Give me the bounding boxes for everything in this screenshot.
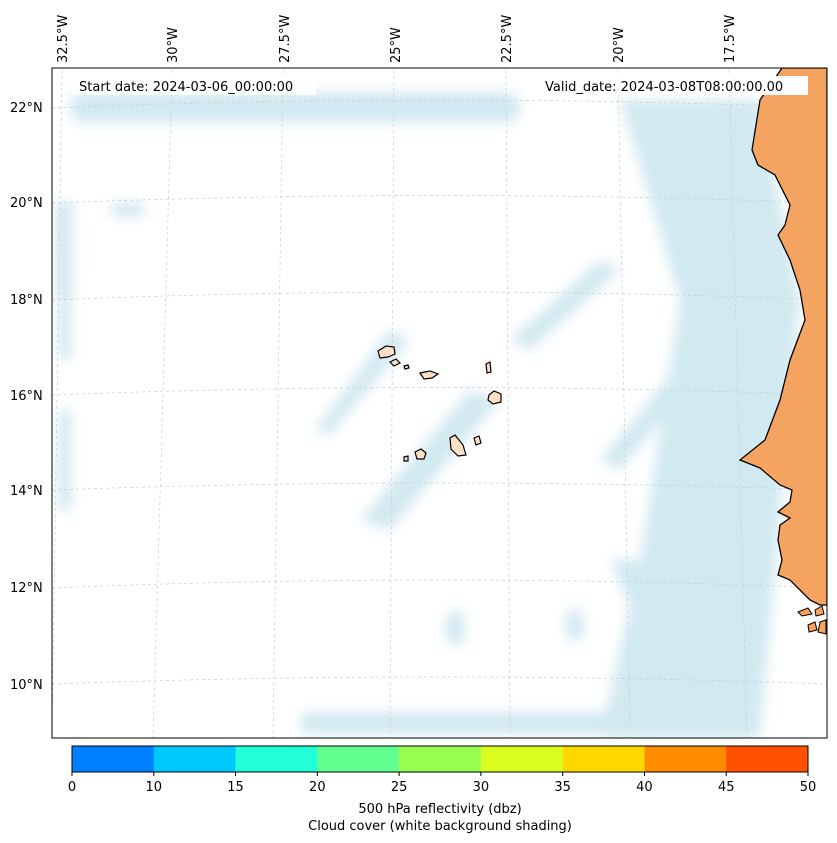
colorbar-blocks	[72, 746, 809, 772]
parallel-12n	[52, 579, 827, 589]
lat-label: 12°N	[10, 581, 43, 596]
lat-label: 20°N	[10, 196, 43, 211]
cloud-streak	[360, 390, 500, 530]
colorbar-segment	[153, 746, 237, 772]
latitude-labels: 22°N 20°N 18°N 16°N 14°N 12°N 10°N	[10, 101, 43, 693]
boa-vista-island	[487, 390, 502, 405]
colorbar-segment	[480, 746, 564, 772]
meridian-20w	[617, 69, 631, 738]
valid-date-box	[538, 76, 808, 95]
cloud-patch	[565, 609, 585, 641]
santo-antao-island	[377, 345, 396, 359]
colorbar-segment	[72, 746, 155, 772]
lon-label: 32.5°W	[56, 15, 71, 63]
fogo-island	[414, 448, 427, 460]
colorbar-tick-label: 50	[800, 780, 817, 795]
cloud-patch	[110, 202, 146, 218]
parallel-20n	[52, 195, 827, 204]
meridian-17-5w	[728, 69, 748, 738]
lon-label: 30°W	[166, 27, 181, 63]
parallel-10n	[52, 676, 827, 685]
cloud-band-south	[300, 712, 750, 734]
maio-island	[473, 435, 482, 446]
longitude-labels: 32.5°W 30°W 27.5°W 25°W 22.5°W 20°W 17.5…	[56, 15, 738, 63]
graticule	[52, 69, 827, 738]
meridian-25w	[389, 69, 395, 738]
parallel-14n	[52, 482, 827, 491]
colorbar-tick-label: 10	[146, 780, 163, 795]
cloud-patch	[58, 300, 72, 360]
cape-verde-islands	[377, 345, 502, 462]
lat-label: 16°N	[10, 389, 43, 404]
colorbar-tick-label: 40	[636, 780, 653, 795]
lon-label: 25°W	[389, 27, 404, 63]
meridian-30w	[152, 69, 173, 738]
lat-label: 10°N	[10, 678, 43, 693]
brava-island	[403, 455, 409, 462]
colorbar-segment	[399, 746, 482, 772]
parallel-22n	[52, 99, 827, 109]
lon-label: 22.5°W	[500, 15, 515, 63]
valid-date-label: Valid_date: 2024-03-08T08:00:00.00	[545, 80, 783, 95]
colorbar-segment	[562, 746, 645, 772]
sal-island	[485, 361, 492, 374]
colorbar-tick-label: 0	[68, 780, 76, 795]
colorbar-tick-label: 15	[227, 780, 244, 795]
start-date-box	[72, 76, 316, 95]
colorbar-tick-label: 35	[554, 780, 571, 795]
sao-nicolau-island	[419, 370, 440, 380]
colorbar-tick-label: 30	[473, 780, 490, 795]
parallel-16n	[52, 387, 827, 396]
map-frame	[51, 67, 828, 739]
lat-label: 14°N	[10, 484, 43, 499]
cloud-patch	[55, 200, 73, 300]
lon-label: 20°W	[612, 27, 627, 63]
colorbar-segment	[644, 746, 727, 772]
santiago-island	[449, 434, 467, 457]
cloud-patch	[445, 610, 465, 646]
bissagos-islands	[797, 605, 827, 635]
africa-mainland	[738, 68, 827, 606]
colorbar: 0 10 15 20 25 30 35 40 45 50 500 hPa reflectivity…	[68, 745, 816, 834]
map-panel: Start date: 2024-03-06_00:00:00 Valid_da…	[52, 68, 827, 738]
lat-label: 22°N	[10, 101, 43, 116]
meridian-22-5w	[505, 69, 511, 738]
lon-label: 17.5°W	[723, 15, 738, 63]
santa-luzia-island	[403, 364, 410, 370]
colorbar-segment	[235, 746, 318, 772]
cloud-streak	[510, 260, 620, 350]
colorbar-tick-label: 45	[718, 780, 735, 795]
colorbar-sublabel: Cloud cover (white background shading)	[308, 819, 572, 834]
lon-label: 27.5°W	[278, 15, 293, 63]
cloud-streak	[610, 560, 720, 720]
lat-label: 18°N	[10, 293, 43, 308]
sao-vicente-island	[388, 358, 402, 367]
colorbar-tick-label: 20	[309, 780, 326, 795]
cloud-cover-shading	[55, 92, 800, 738]
parallel-18n	[52, 291, 827, 301]
meridian-27-5w	[272, 69, 284, 738]
colorbar-frame	[71, 745, 809, 773]
colorbar-segment	[317, 746, 400, 772]
cloud-band-north	[70, 92, 520, 122]
cloud-patch	[58, 410, 72, 510]
colorbar-ticks: 0 10 15 20 25 30 35 40 45 50	[68, 772, 816, 795]
meridian-32-5w	[52, 69, 63, 738]
colorbar-tick-label: 25	[391, 780, 408, 795]
colorbar-segment	[726, 746, 809, 772]
colorbar-label: 500 hPa reflectivity (dbz)	[358, 802, 521, 817]
start-date-label: Start date: 2024-03-06_00:00:00	[79, 80, 293, 95]
